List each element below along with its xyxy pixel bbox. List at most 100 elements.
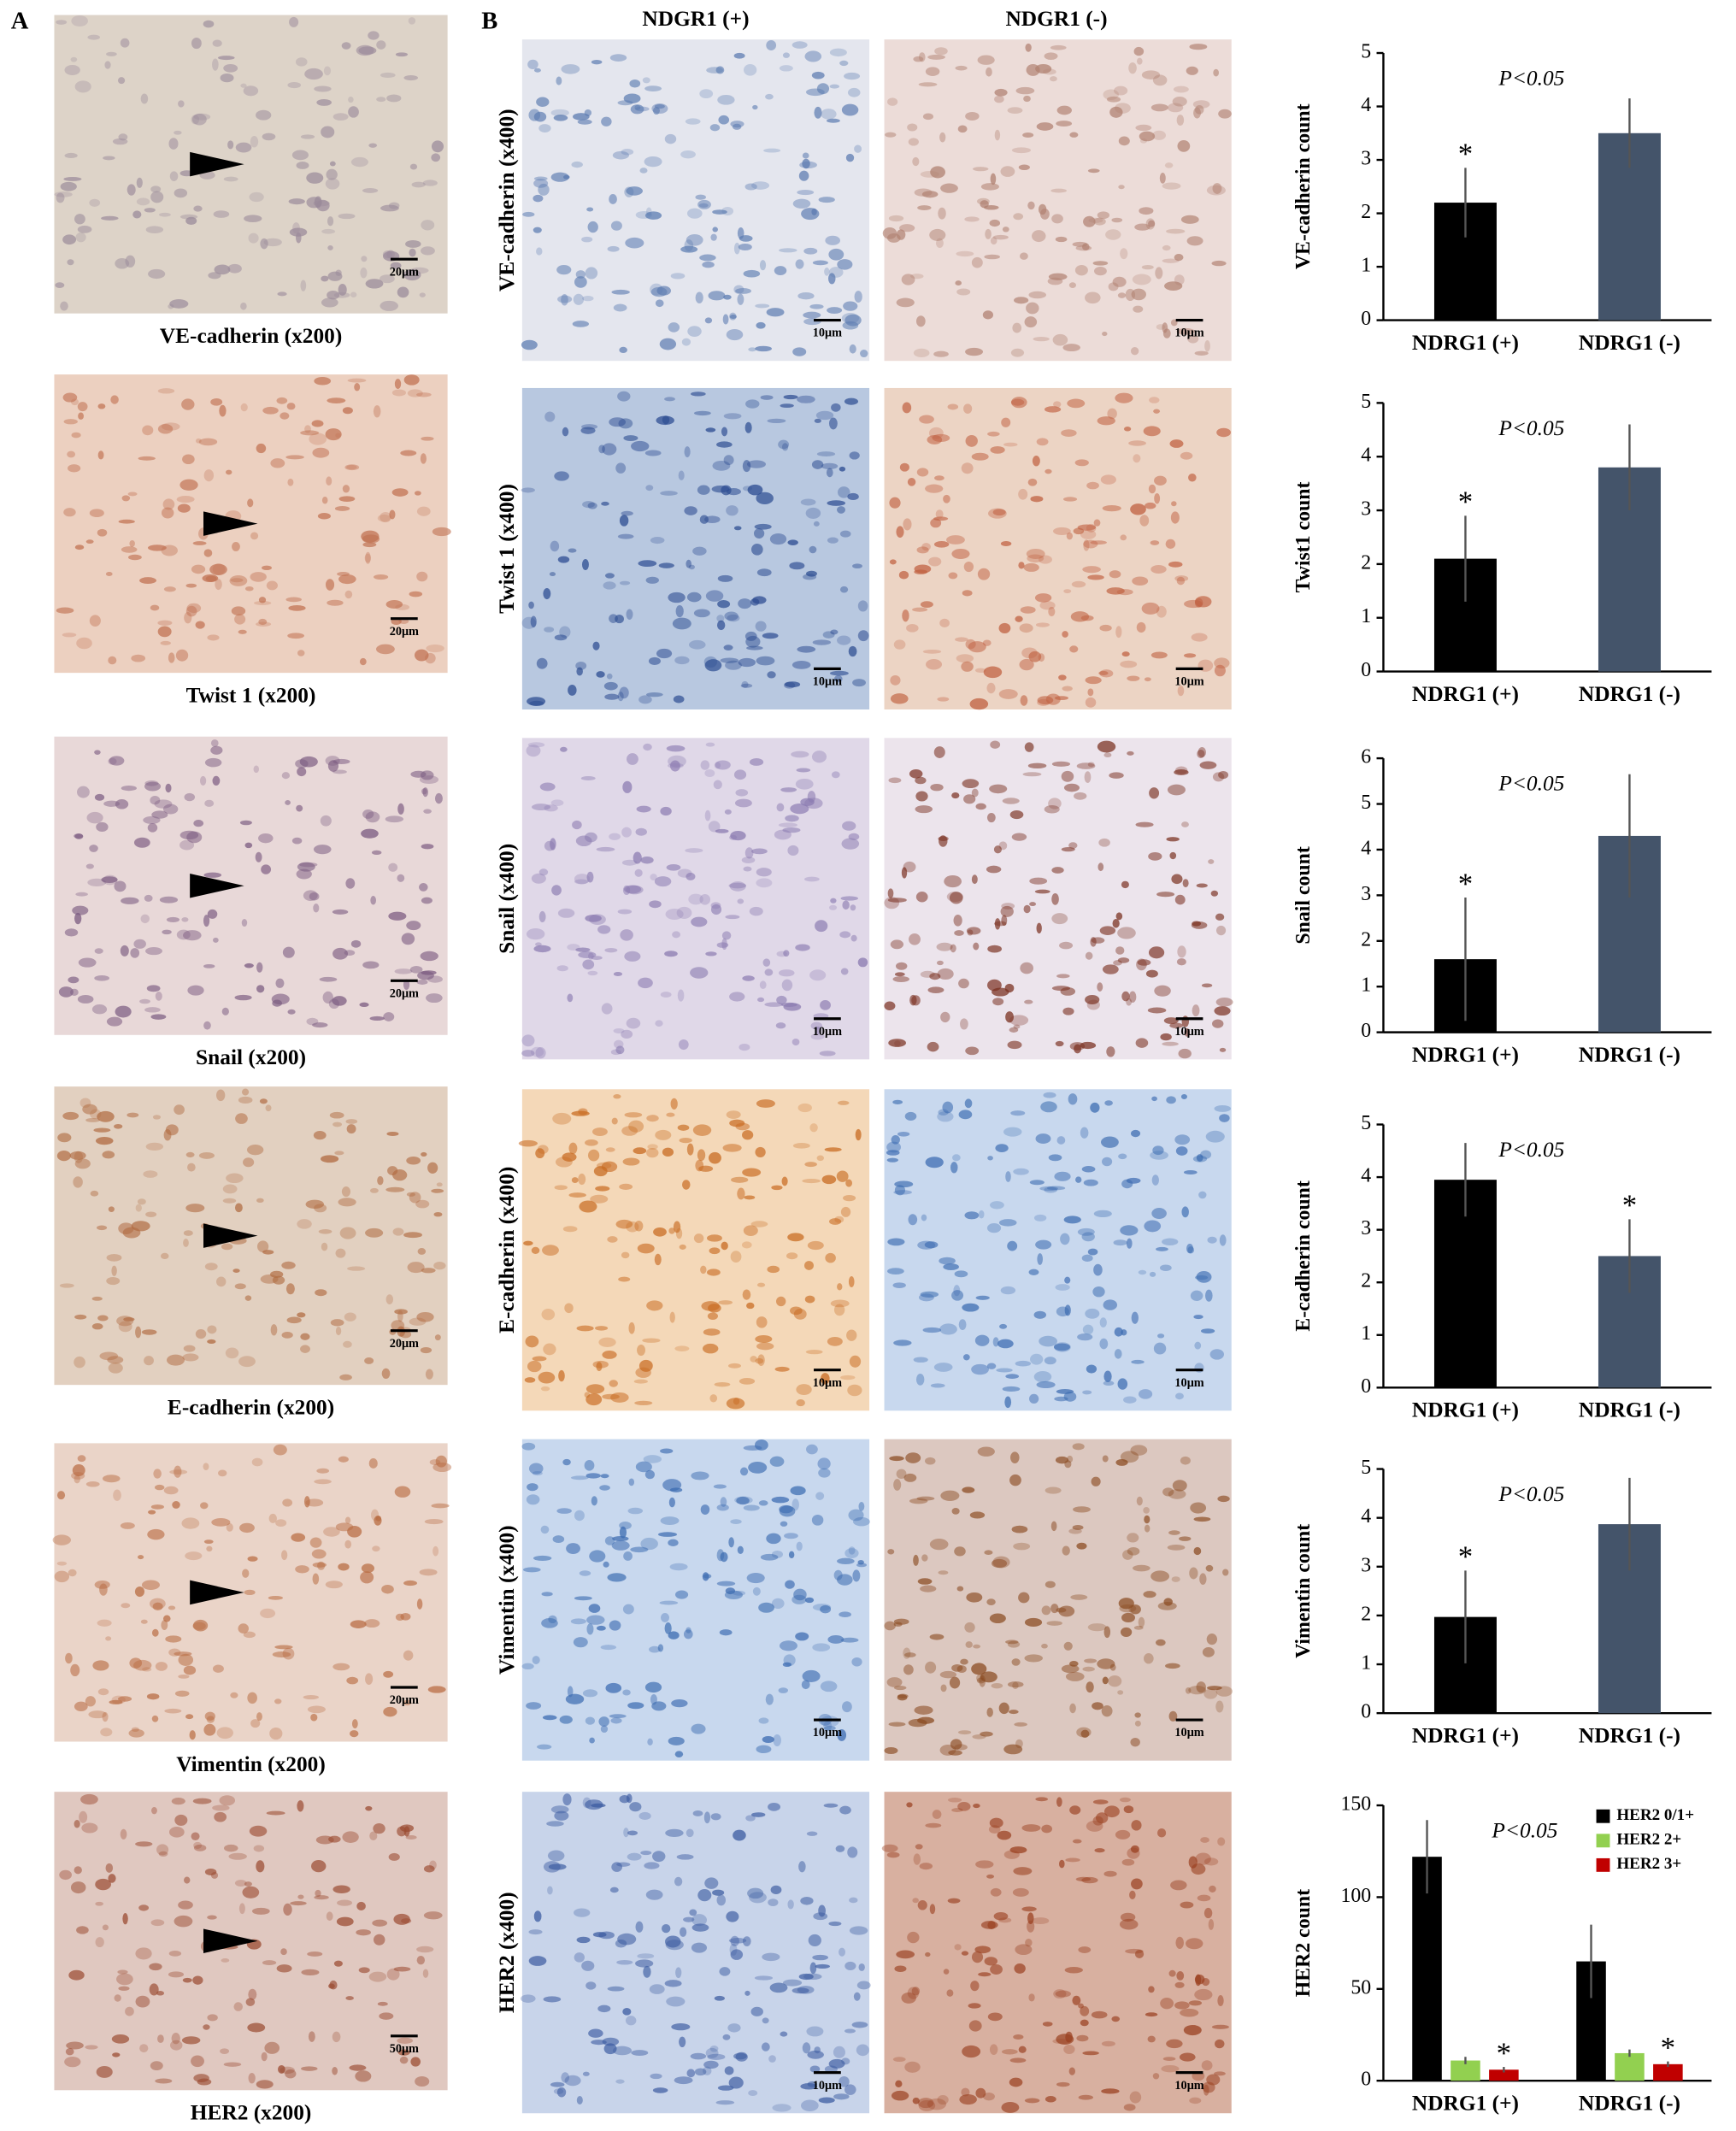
cell bbox=[930, 1383, 945, 1388]
cell bbox=[586, 1473, 601, 1479]
cell bbox=[342, 485, 350, 493]
cell bbox=[937, 697, 950, 702]
cell bbox=[806, 1444, 818, 1455]
cell bbox=[540, 1386, 550, 1392]
cell bbox=[961, 1951, 969, 1956]
cell bbox=[1194, 1341, 1202, 1350]
cell bbox=[192, 1798, 212, 1804]
cell bbox=[901, 867, 908, 879]
cell bbox=[703, 2066, 712, 2075]
y-tick-label: 50 bbox=[1351, 1976, 1371, 1999]
cell bbox=[650, 1693, 657, 1705]
cell bbox=[1166, 2039, 1183, 2049]
cell bbox=[589, 1737, 595, 1744]
cell bbox=[843, 1194, 856, 1202]
cell bbox=[1145, 2012, 1158, 2017]
cell bbox=[617, 391, 631, 402]
cell bbox=[717, 2085, 734, 2091]
cell bbox=[345, 878, 356, 889]
cell bbox=[403, 268, 421, 281]
cell bbox=[390, 262, 402, 269]
cell bbox=[854, 291, 862, 303]
cell bbox=[925, 1457, 936, 1465]
significance-mark: * bbox=[1661, 2031, 1675, 2064]
cell bbox=[1007, 107, 1023, 115]
cell bbox=[232, 542, 240, 551]
cell bbox=[852, 1569, 861, 1582]
cell bbox=[59, 1283, 74, 1288]
cell bbox=[691, 1723, 706, 1734]
cell bbox=[1005, 1639, 1019, 1645]
cell bbox=[165, 783, 172, 793]
arrow bbox=[190, 151, 244, 177]
cell bbox=[350, 291, 357, 297]
y-tick-label: 5 bbox=[1361, 40, 1371, 62]
cell bbox=[147, 1528, 165, 1540]
cell bbox=[965, 111, 980, 121]
cell bbox=[710, 233, 717, 241]
cell bbox=[325, 1581, 343, 1589]
cell bbox=[610, 1717, 622, 1724]
cell bbox=[397, 1826, 407, 1837]
cell bbox=[587, 970, 598, 976]
cell bbox=[140, 93, 149, 104]
cell bbox=[966, 1592, 983, 1603]
cell bbox=[978, 1972, 992, 1977]
cell bbox=[712, 209, 727, 215]
cell bbox=[338, 574, 356, 585]
cell bbox=[376, 40, 386, 50]
cell bbox=[148, 545, 167, 551]
cell bbox=[627, 1852, 642, 1861]
cell bbox=[361, 828, 379, 839]
cell bbox=[645, 1889, 663, 1900]
cell bbox=[81, 1822, 98, 1834]
cell bbox=[659, 1600, 679, 1605]
cell bbox=[91, 1323, 103, 1330]
cell bbox=[611, 1117, 618, 1125]
cell bbox=[963, 403, 973, 414]
cell bbox=[1121, 1858, 1135, 1866]
cell bbox=[195, 621, 205, 629]
cell bbox=[244, 962, 254, 968]
cell bbox=[1098, 670, 1109, 676]
cell bbox=[571, 161, 583, 168]
annotation: P<0.05 bbox=[1498, 772, 1564, 796]
cell bbox=[1081, 1232, 1095, 1242]
cell bbox=[1179, 1536, 1192, 1541]
cell bbox=[309, 892, 320, 901]
cell bbox=[172, 1501, 180, 1509]
cell bbox=[1181, 821, 1189, 827]
cell bbox=[956, 288, 971, 296]
cell bbox=[914, 564, 932, 574]
cell bbox=[833, 675, 843, 683]
cell bbox=[758, 1717, 769, 1724]
cell bbox=[168, 1950, 182, 1957]
cell bbox=[744, 421, 752, 433]
cell bbox=[652, 1851, 666, 1863]
cell bbox=[619, 1522, 632, 1530]
cell bbox=[705, 2047, 719, 2058]
cell bbox=[214, 1811, 227, 1822]
cell bbox=[386, 250, 395, 259]
cell bbox=[1070, 611, 1090, 622]
cell bbox=[1139, 131, 1156, 142]
cell bbox=[150, 796, 161, 805]
cell bbox=[191, 564, 206, 574]
cell bbox=[829, 48, 847, 57]
cell bbox=[739, 1467, 749, 1476]
cell bbox=[203, 1539, 214, 1545]
cell bbox=[998, 841, 1008, 851]
cell bbox=[193, 205, 203, 212]
cell bbox=[881, 1844, 898, 1852]
cell bbox=[104, 61, 111, 69]
cell bbox=[97, 1225, 108, 1231]
cell bbox=[605, 1682, 622, 1693]
cell bbox=[1177, 140, 1191, 152]
cell bbox=[1011, 1525, 1028, 1533]
cell bbox=[699, 254, 716, 262]
cell bbox=[260, 1608, 276, 1619]
cell bbox=[986, 979, 1002, 992]
cell bbox=[85, 2045, 98, 2050]
cell bbox=[623, 885, 642, 894]
cell bbox=[1131, 288, 1146, 301]
